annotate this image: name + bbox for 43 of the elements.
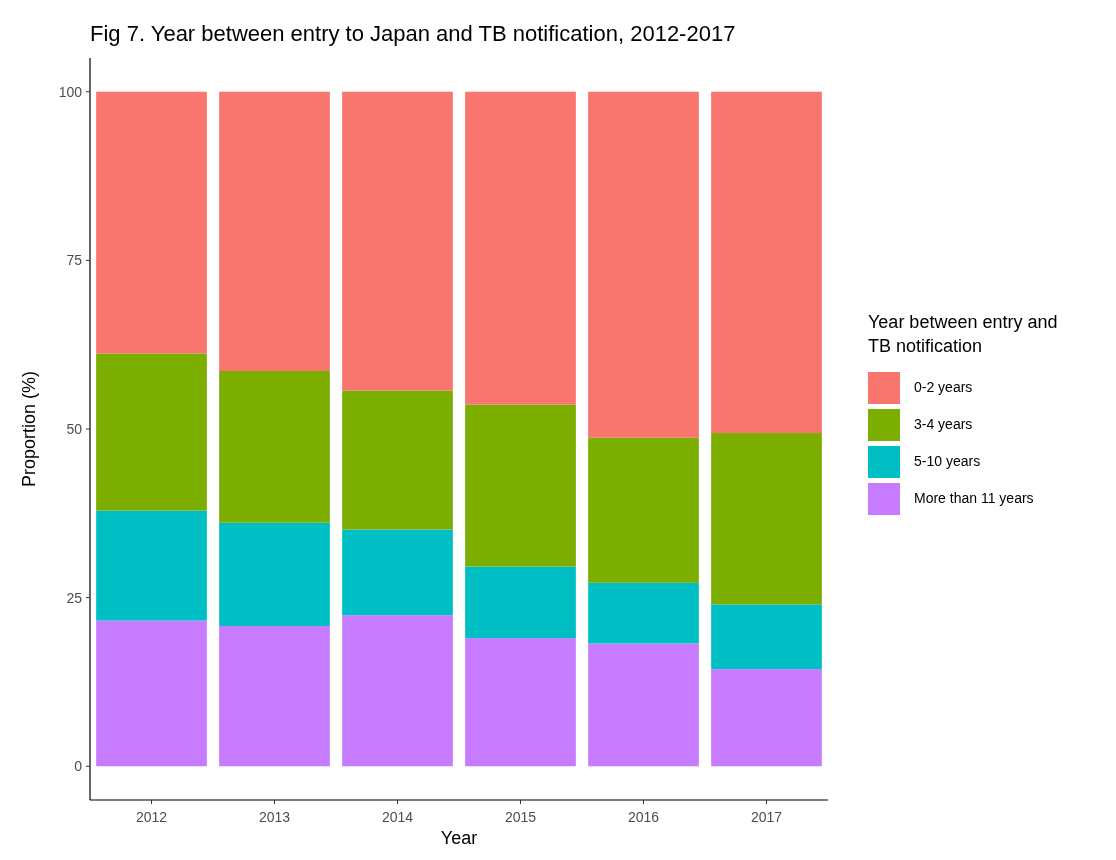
bar	[342, 529, 453, 616]
legend-label: 3-4 years	[914, 415, 973, 432]
bar	[465, 566, 576, 639]
bar	[96, 353, 207, 511]
y-tick-label: 25	[66, 589, 83, 606]
x-tick-label: 2015	[504, 809, 537, 825]
bar	[96, 620, 207, 767]
bar	[588, 643, 699, 767]
y-tick-label: 0	[74, 758, 83, 775]
bar	[588, 582, 699, 644]
x-tick-label: 2017	[750, 809, 783, 825]
bar	[711, 91, 822, 434]
bar	[588, 437, 699, 583]
bar	[711, 669, 822, 767]
bar	[465, 638, 576, 767]
legend-label: 0-2 years	[914, 378, 973, 395]
bar	[219, 91, 330, 371]
bar	[588, 91, 699, 438]
bar	[342, 91, 453, 391]
y-tick-label: 100	[58, 83, 83, 100]
legend-label: More than 11 years	[914, 489, 1034, 506]
bar	[465, 91, 576, 405]
bar	[219, 625, 330, 767]
bar	[96, 510, 207, 621]
legend-label: 5-10 years	[914, 452, 981, 469]
bar	[219, 522, 330, 626]
x-tick-label: 2016	[627, 809, 660, 825]
bar	[96, 91, 207, 354]
y-tick-label: 75	[66, 252, 83, 269]
bar	[711, 604, 822, 670]
bar	[465, 404, 576, 567]
y-axis-title: Proportion (%)	[19, 370, 39, 488]
x-tick-label: 2012	[135, 809, 168, 825]
legend-title: Year between entry and TB notification	[868, 312, 1058, 356]
x-axis-title: Year	[440, 828, 478, 848]
x-tick-label: 2014	[381, 809, 414, 825]
y-tick-label: 50	[66, 420, 83, 437]
x-tick-label: 2013	[258, 809, 291, 825]
bar	[342, 615, 453, 767]
bar	[219, 370, 330, 523]
chart-title: Fig 7. Year between entry to Japan and TB notification, 2012-2017	[90, 21, 736, 46]
bar	[342, 390, 453, 530]
bar	[711, 433, 822, 605]
